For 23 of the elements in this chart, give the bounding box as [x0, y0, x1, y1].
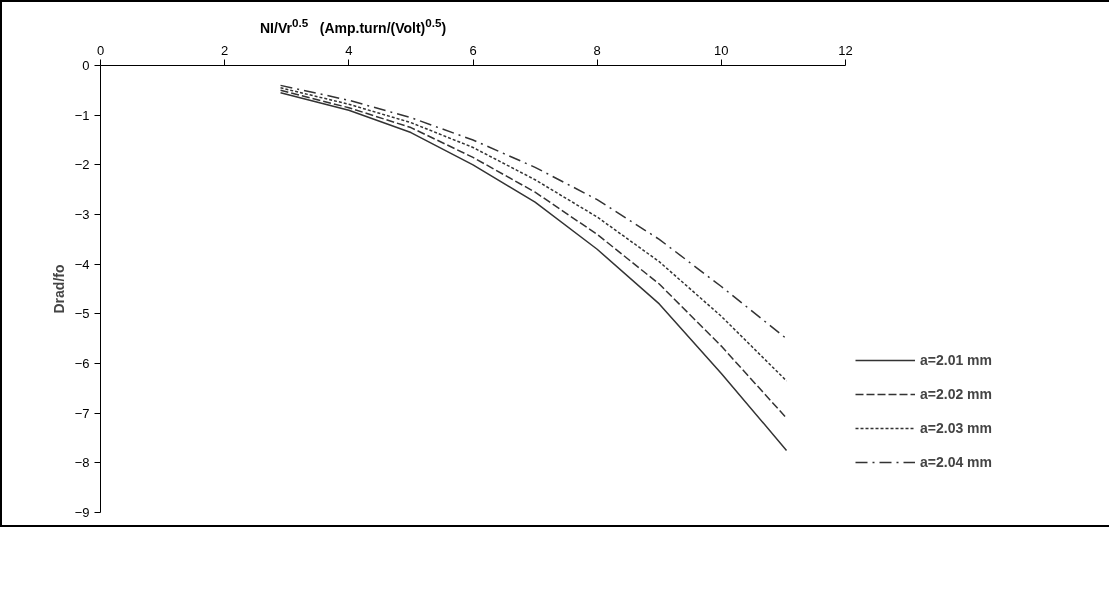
x-tick-label: 12 [838, 42, 853, 58]
y-tick-label: −1 [74, 107, 90, 123]
x-tick-label: 6 [469, 42, 477, 58]
y-tick-label: −3 [74, 207, 90, 222]
y-tick-label: −5 [74, 306, 90, 322]
legend-label: a=2.04 mm [920, 454, 992, 470]
y-tick-label: −2 [74, 157, 90, 173]
y-tick-label: −8 [74, 455, 90, 471]
y-tick-label: −7 [74, 405, 90, 421]
legend-label: a=2.01 mm [920, 352, 992, 368]
x-tick-label: 8 [593, 42, 601, 58]
y-tick-label: 0 [82, 58, 90, 73]
y-axis-title: Drad/fo [50, 264, 67, 314]
x-tick-label: 0 [96, 42, 105, 58]
legend-label: a=2.03 mm [920, 420, 992, 436]
legend-label: a=2.02 mm [920, 386, 992, 402]
y-tick-label: −4 [74, 256, 90, 272]
y-tick-label: −9 [74, 505, 90, 520]
x-tick-label: 4 [345, 42, 353, 58]
x-tick-label: 10 [714, 42, 729, 58]
y-tick-label: −6 [74, 356, 90, 371]
x-tick-label: 2 [221, 42, 229, 58]
x-axis-title: NI/Vr$^{0.5}$ (Amp.turn/(Volt)$^{0.5}$) [260, 15, 447, 38]
